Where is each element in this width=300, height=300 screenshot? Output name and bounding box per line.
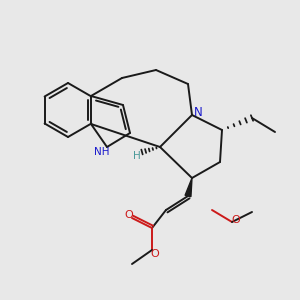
Text: O: O xyxy=(232,215,240,225)
Polygon shape xyxy=(185,178,192,197)
Text: O: O xyxy=(124,210,134,220)
Text: O: O xyxy=(151,249,159,259)
Text: N: N xyxy=(194,106,202,118)
Text: NH: NH xyxy=(94,147,110,157)
Text: H: H xyxy=(133,151,141,161)
